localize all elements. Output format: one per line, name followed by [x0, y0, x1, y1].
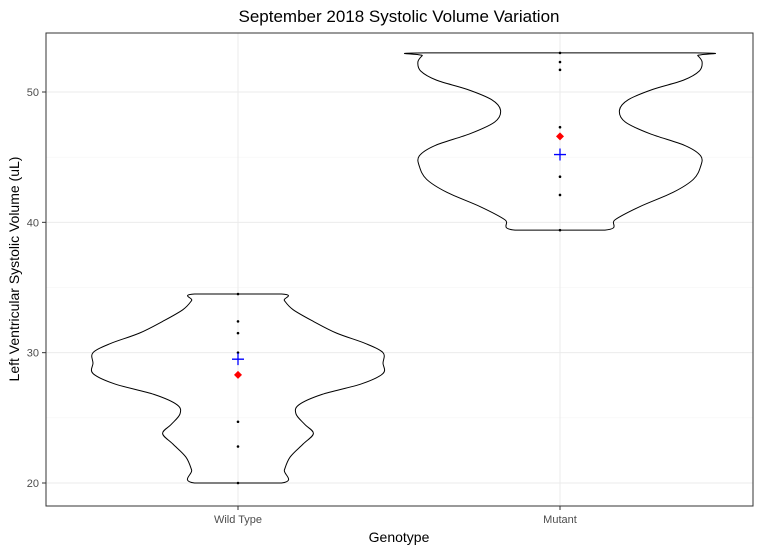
y-tick-label: 20 — [27, 478, 39, 490]
data-point — [236, 420, 240, 424]
y-tick-label: 50 — [27, 87, 39, 99]
median-marker — [556, 132, 564, 141]
data-point — [558, 68, 562, 72]
y-axis-title: Left Ventricular Systolic Volume (uL) — [6, 157, 22, 382]
data-point — [236, 320, 240, 323]
x-tick-label: Wild Type — [214, 514, 262, 526]
data-point — [558, 228, 562, 232]
median-marker — [234, 370, 242, 379]
violin-wild-type — [90, 293, 386, 484]
x-tick-label: Mutant — [543, 514, 577, 526]
data-point — [236, 331, 240, 335]
chart-title: September 2018 Systolic Volume Variation — [239, 7, 560, 26]
data-point — [558, 175, 562, 179]
data-point — [558, 51, 562, 55]
data-point — [236, 481, 240, 485]
y-tick-label: 30 — [27, 348, 39, 360]
panel-border — [45, 32, 754, 507]
mean-marker — [232, 353, 244, 366]
x-axis-title: Genotype — [369, 529, 430, 545]
data-point — [558, 193, 562, 197]
data-point — [236, 445, 240, 448]
mean-marker — [554, 148, 566, 161]
data-point — [236, 292, 240, 296]
plot-panel: 20 30 40 50 Wild Type Mutant — [27, 32, 754, 526]
violin-mutant — [404, 52, 716, 231]
data-point — [558, 60, 562, 64]
y-tick-label: 40 — [27, 217, 39, 229]
data-point — [558, 125, 562, 129]
